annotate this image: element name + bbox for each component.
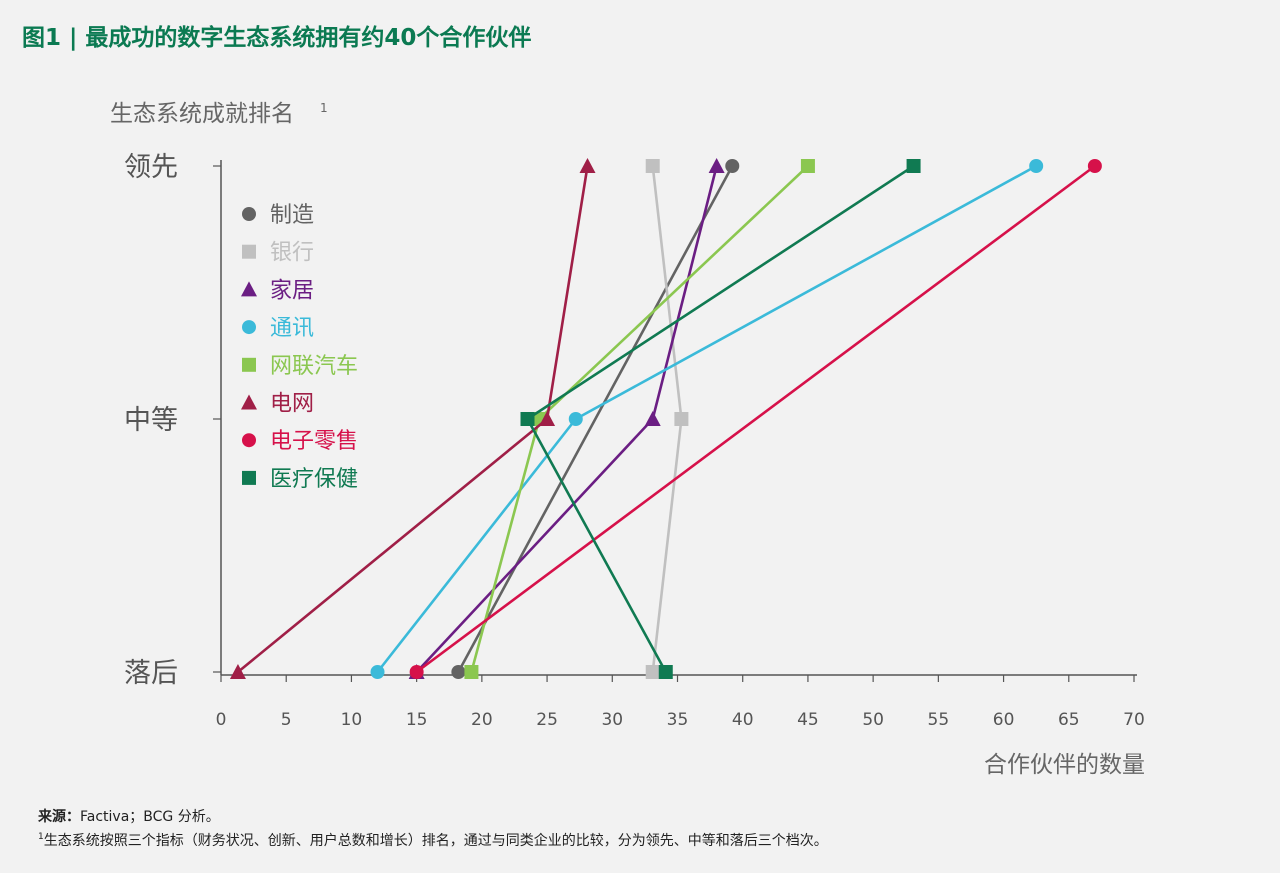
- x-tick-label: 45: [797, 710, 819, 730]
- legend-label: 通讯: [270, 316, 314, 341]
- x-tick-label: 70: [1123, 710, 1145, 730]
- x-tick-label: 0: [216, 710, 227, 730]
- data-point: [568, 412, 583, 426]
- legend-item: 网联汽车: [242, 354, 358, 379]
- series-医疗保健: [520, 159, 921, 679]
- y-axis-title-superscript: 1: [320, 101, 328, 115]
- data-point: [579, 158, 596, 173]
- source-label: 来源：: [38, 809, 80, 825]
- legend-item: 电网: [241, 392, 314, 417]
- legend-label: 电网: [270, 392, 314, 417]
- data-point: [658, 665, 673, 679]
- legend-marker: [241, 281, 257, 297]
- x-axis-title: 合作伙伴的数量: [984, 752, 1145, 778]
- y-tick-label: 落后: [124, 658, 178, 689]
- x-tick-label: 15: [406, 710, 428, 730]
- x-tick-label: 55: [928, 710, 950, 730]
- source-note: 来源：Factiva；BCG 分析。: [38, 806, 220, 826]
- footnote-text: 生态系统按照三个指标（财务状况、创新、用户总数和增长）排名，通过与同类企业的比较…: [43, 833, 828, 849]
- data-point: [906, 159, 921, 173]
- legend-marker: [242, 357, 256, 372]
- data-point: [725, 159, 740, 173]
- x-tick-label: 65: [1058, 710, 1080, 730]
- legend-item: 通讯: [242, 316, 314, 341]
- series-网联汽车: [464, 159, 815, 679]
- x-tick-label: 10: [341, 710, 363, 730]
- data-point: [370, 665, 385, 679]
- legend-label: 医疗保健: [270, 467, 358, 492]
- x-tick-label: 25: [536, 710, 558, 730]
- data-point: [645, 159, 660, 173]
- legend-label: 制造: [270, 203, 314, 228]
- series-制造: [451, 159, 740, 679]
- series-电子零售: [409, 159, 1102, 679]
- source-text: Factiva；BCG 分析。: [80, 809, 220, 825]
- x-tick-label: 60: [993, 710, 1015, 730]
- legend-label: 银行: [270, 241, 314, 266]
- y-tick-label: 中等: [124, 405, 178, 436]
- data-point: [409, 665, 424, 679]
- x-tick-label: 30: [601, 710, 623, 730]
- series-line: [457, 165, 734, 673]
- legend-label: 家居: [270, 278, 314, 303]
- footnote: 1生态系统按照三个指标（财务状况、创新、用户总数和增长）排名，通过与同类企业的比…: [38, 830, 828, 850]
- x-tick-label: 50: [862, 710, 884, 730]
- y-tick-label: 领先: [124, 152, 178, 183]
- series-银行: [645, 159, 689, 679]
- legend-item: 银行: [242, 241, 314, 266]
- legend-marker: [241, 394, 257, 410]
- data-point: [229, 664, 246, 679]
- series-line: [376, 164, 1037, 673]
- series-电网: [229, 158, 596, 679]
- legend-marker: [242, 433, 256, 448]
- data-point: [1087, 159, 1102, 173]
- data-point: [520, 412, 535, 426]
- series-line: [415, 164, 1096, 674]
- legend-marker: [242, 320, 256, 335]
- data-point: [539, 411, 556, 426]
- legend-marker: [242, 244, 256, 259]
- data-point: [451, 665, 466, 679]
- series-line: [526, 164, 915, 673]
- data-point: [674, 412, 689, 426]
- data-point: [645, 665, 660, 679]
- series-layer: [229, 158, 1102, 679]
- data-point: [464, 665, 479, 679]
- legend-item: 制造: [242, 203, 314, 228]
- series-通讯: [370, 159, 1044, 679]
- data-point: [1029, 159, 1044, 173]
- legend-marker: [242, 207, 256, 221]
- legend-marker: [242, 470, 256, 485]
- legend-item: 电子零售: [242, 429, 358, 454]
- x-tick-label: 5: [281, 710, 292, 730]
- chart-title: 图1 | 最成功的数字生态系统拥有约40个合作伙伴: [22, 25, 532, 51]
- y-axis-title: 生态系统成就排名: [110, 101, 294, 127]
- series-line: [415, 165, 718, 673]
- legend-label: 网联汽车: [270, 354, 358, 379]
- data-point: [800, 159, 815, 173]
- legend-label: 电子零售: [270, 429, 358, 454]
- data-point: [644, 411, 661, 426]
- data-point: [708, 158, 725, 173]
- axes: 0 5 10 15 20 25 30 35 40 45 50 55 60 65 70 落后 中等 领先 生态系统成就…: [110, 101, 1145, 778]
- x-tick-label: 40: [732, 710, 754, 730]
- x-tick-label: 20: [471, 710, 493, 730]
- legend-item: 家居: [241, 278, 314, 303]
- legend-item: 医疗保健: [242, 467, 358, 492]
- x-tick-label: 35: [667, 710, 689, 730]
- footnote-marker: 1: [38, 832, 44, 842]
